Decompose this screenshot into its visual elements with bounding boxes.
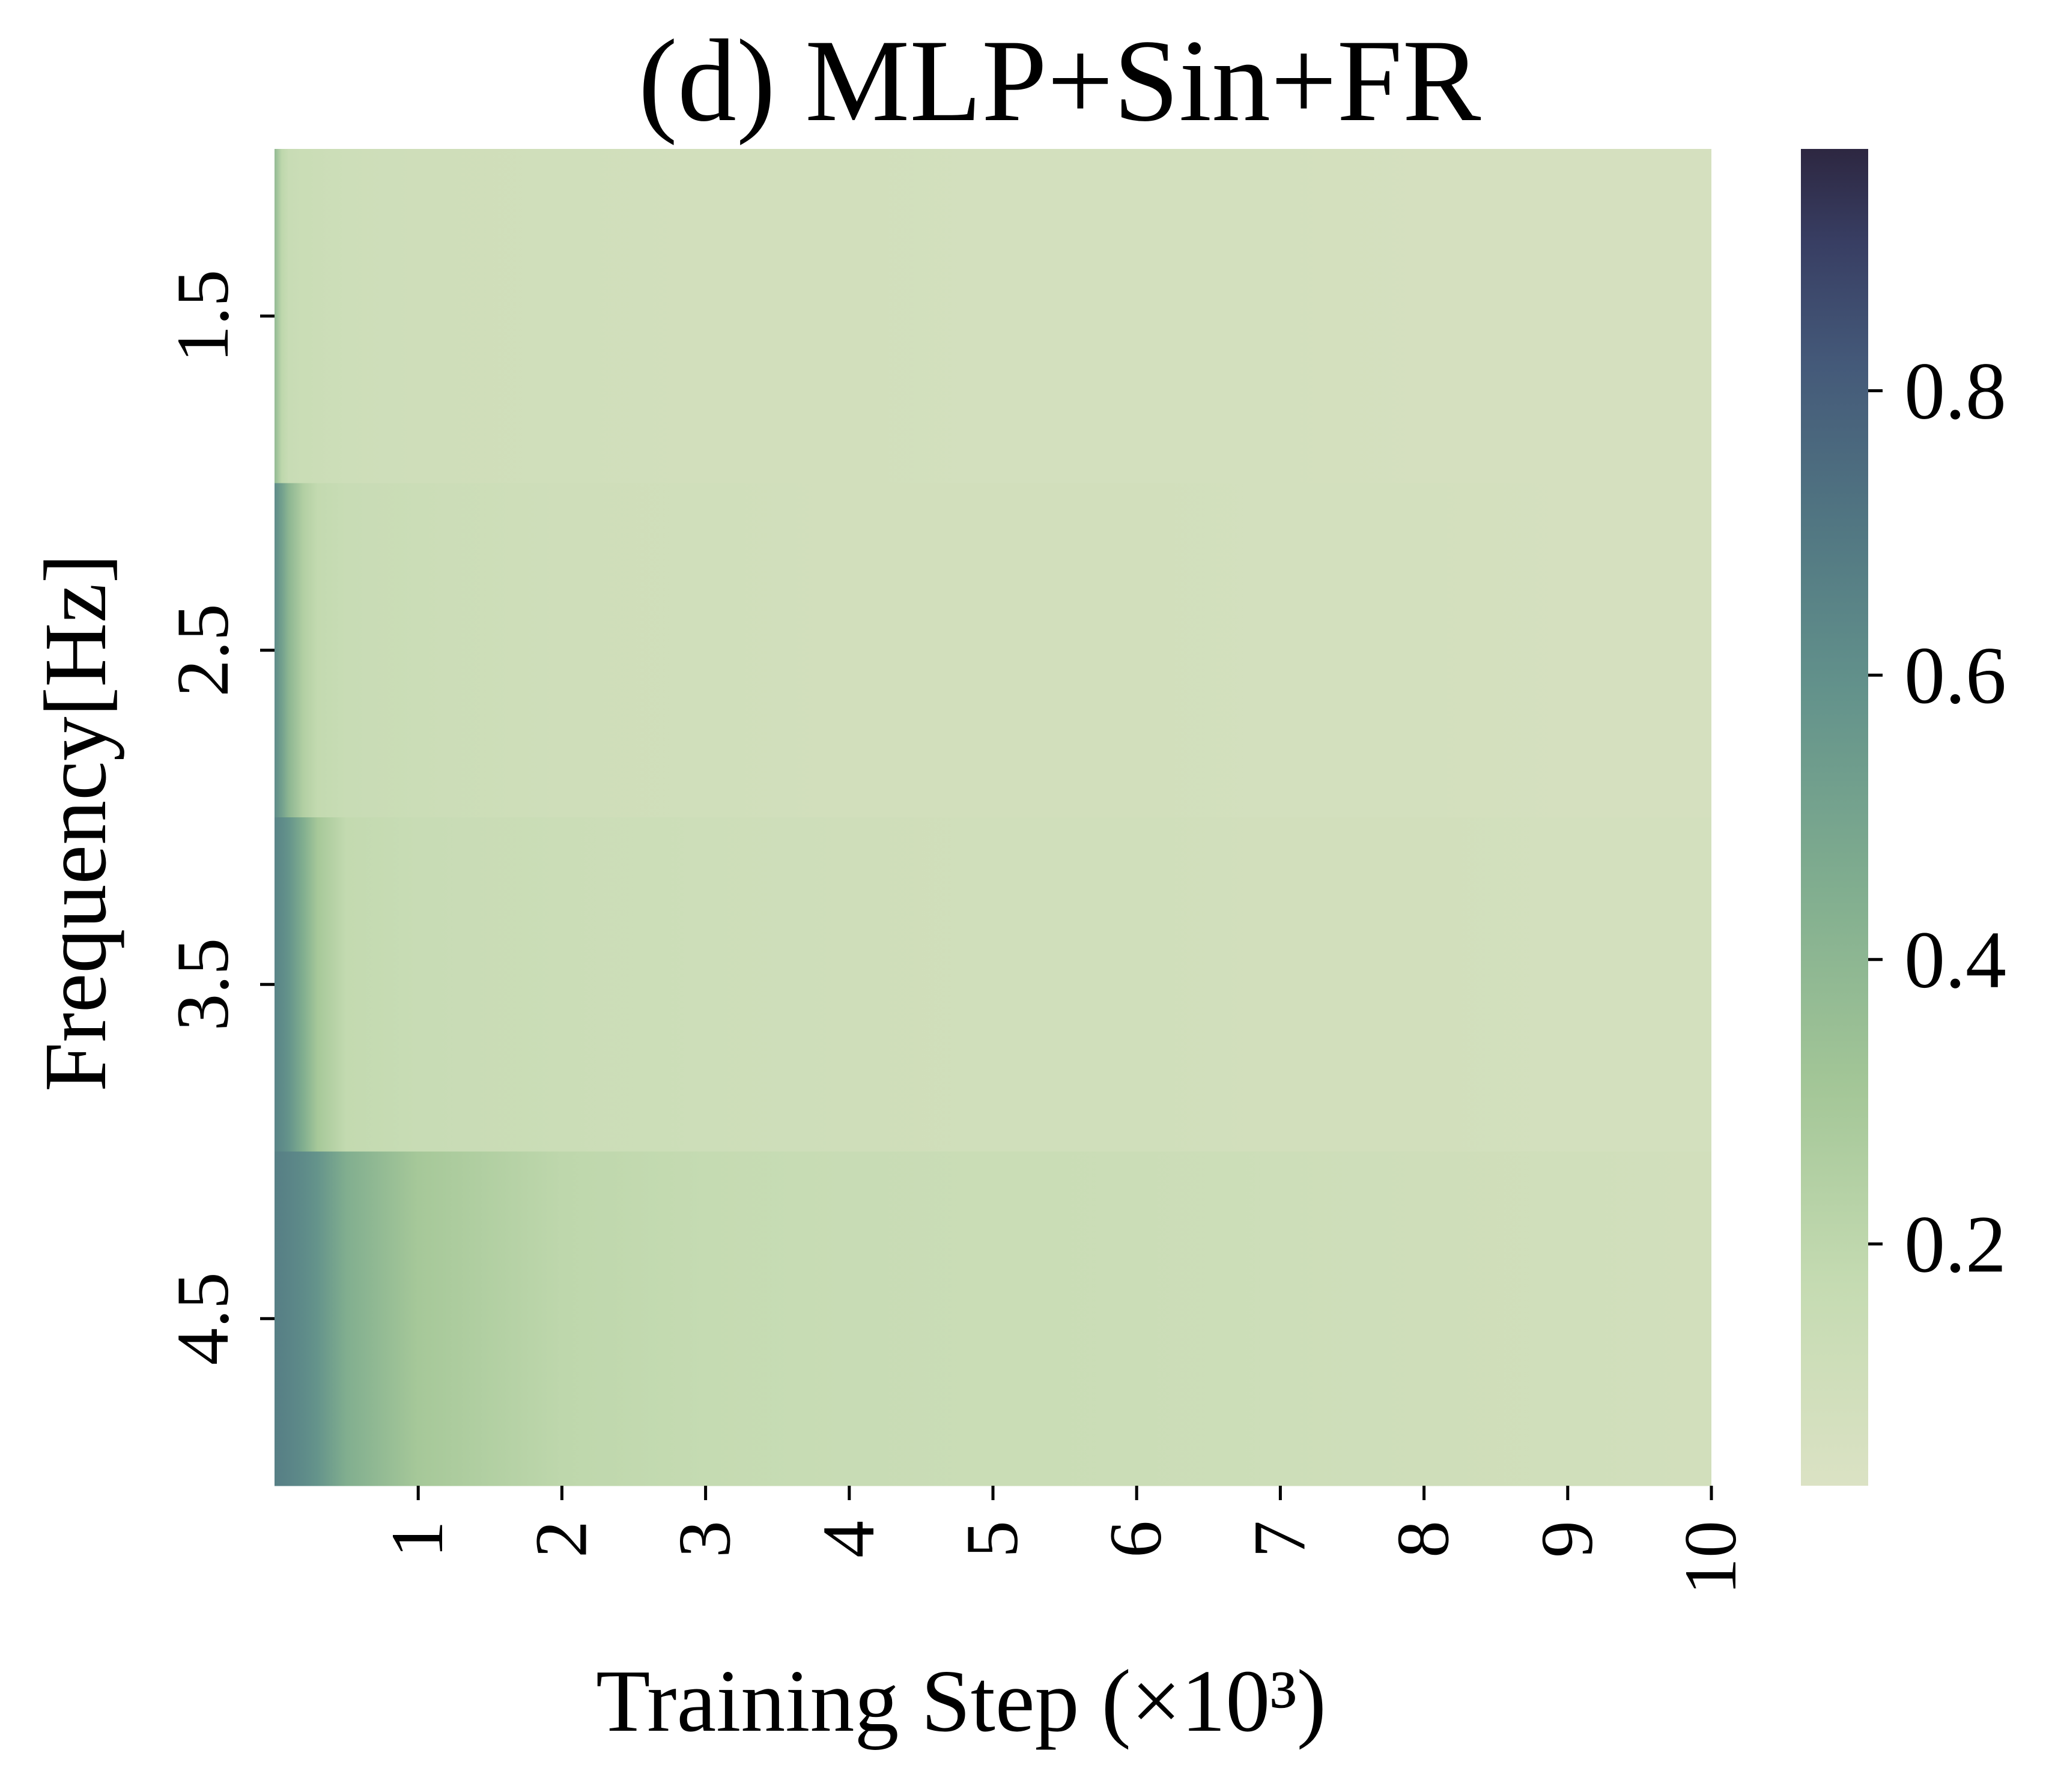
heatmap-row-3-5 bbox=[275, 817, 1711, 1152]
x-axis-label: Training Step (×10³) bbox=[596, 1652, 1326, 1751]
colorbar-tick-label: 0.8 bbox=[1904, 347, 2006, 437]
colorbar-gradient bbox=[1801, 149, 1868, 1486]
x-tick-label: 7 bbox=[1238, 1521, 1320, 1558]
y-axis: 1.5 2.5 3.5 4.5 bbox=[162, 270, 275, 1365]
heatmap-row-4-5 bbox=[275, 1151, 1711, 1486]
x-tick-label: 1 bbox=[376, 1521, 458, 1558]
x-tick-label: 4 bbox=[807, 1521, 890, 1558]
colorbar-tick-label: 0.2 bbox=[1904, 1199, 2006, 1289]
y-tick-label: 4.5 bbox=[162, 1272, 244, 1365]
y-axis-label: Frequency[Hz] bbox=[26, 554, 125, 1092]
x-axis: 1 2 3 4 5 6 7 8 9 10 bbox=[376, 1486, 1752, 1595]
y-tick-label: 1.5 bbox=[162, 270, 244, 363]
x-tick-label: 2 bbox=[520, 1521, 602, 1558]
plot-area bbox=[275, 149, 1711, 1486]
y-tick-label: 3.5 bbox=[162, 938, 244, 1031]
colorbar-tick-label: 0.6 bbox=[1904, 631, 2006, 721]
colorbar: 0.2 0.4 0.6 0.8 bbox=[1801, 149, 2006, 1486]
heatmap-row-2-5 bbox=[275, 483, 1711, 818]
x-tick-label: 9 bbox=[1526, 1521, 1608, 1558]
x-tick-label: 8 bbox=[1382, 1521, 1465, 1558]
x-tick-label: 3 bbox=[664, 1521, 746, 1558]
x-tick-label: 10 bbox=[1669, 1521, 1752, 1595]
heatmap-row-1-5 bbox=[275, 149, 1711, 483]
y-tick-label: 2.5 bbox=[162, 604, 244, 697]
chart-title: (d) MLP+Sin+FR bbox=[639, 16, 1481, 146]
x-tick-label: 5 bbox=[951, 1521, 1033, 1558]
colorbar-tick-label: 0.4 bbox=[1904, 915, 2006, 1005]
x-tick-label: 6 bbox=[1094, 1521, 1177, 1558]
